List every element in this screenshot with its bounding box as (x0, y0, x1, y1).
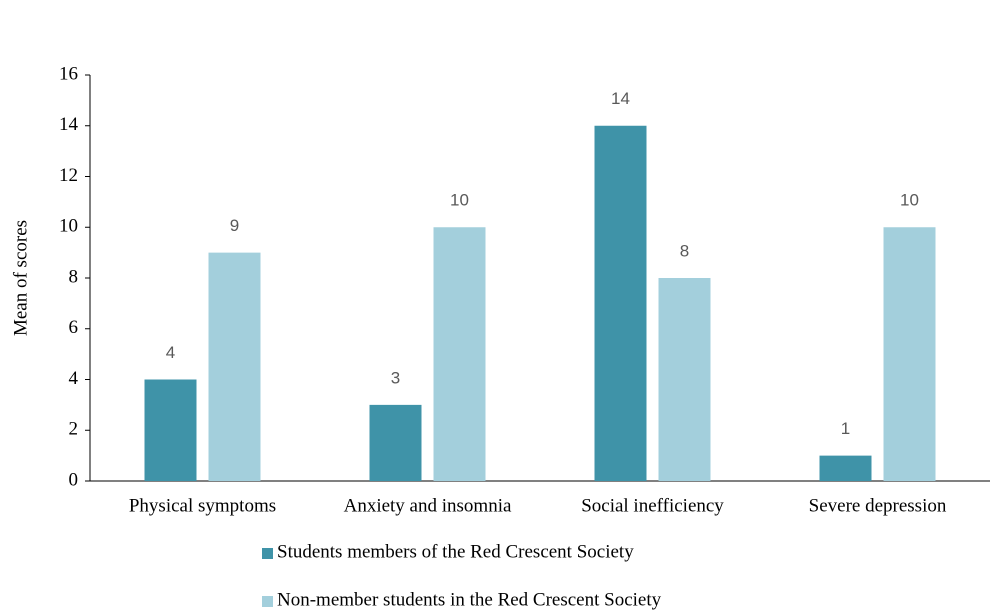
y-tick-label: 16 (59, 63, 78, 84)
data-label: 10 (450, 191, 469, 210)
y-tick-label: 6 (69, 317, 79, 338)
y-tick-label: 4 (69, 368, 79, 389)
bar (658, 278, 711, 481)
legend-label: Non-member students in the Red Crescent … (277, 589, 662, 610)
y-tick-label: 14 (59, 114, 79, 135)
bar (144, 379, 197, 481)
legend-swatch (262, 596, 273, 607)
data-label: 3 (391, 368, 400, 387)
y-tick-label: 0 (69, 469, 79, 490)
x-tick-label: Severe depression (809, 495, 947, 516)
data-label: 1 (841, 419, 850, 438)
data-label: 4 (166, 343, 175, 362)
data-label: 14 (611, 89, 630, 108)
data-label: 9 (230, 216, 239, 235)
bar (883, 227, 936, 481)
bar (369, 404, 422, 481)
bar (433, 227, 486, 481)
data-label: 8 (680, 241, 689, 260)
y-tick-label: 10 (59, 216, 78, 237)
x-tick-label: Social inefficiency (581, 495, 724, 516)
y-tick-label: 2 (69, 419, 79, 440)
legend-label: Students members of the Red Crescent Soc… (277, 541, 634, 562)
bar (208, 252, 261, 481)
bar (819, 455, 872, 481)
legend-swatch (262, 548, 273, 559)
x-tick-label: Anxiety and insomnia (344, 495, 512, 516)
data-label: 10 (900, 191, 919, 210)
y-axis-title: Mean of scores (10, 220, 31, 336)
y-tick-label: 12 (59, 165, 78, 186)
x-tick-label: Physical symptoms (129, 495, 276, 516)
bar (594, 125, 647, 481)
y-tick-label: 8 (69, 266, 79, 287)
